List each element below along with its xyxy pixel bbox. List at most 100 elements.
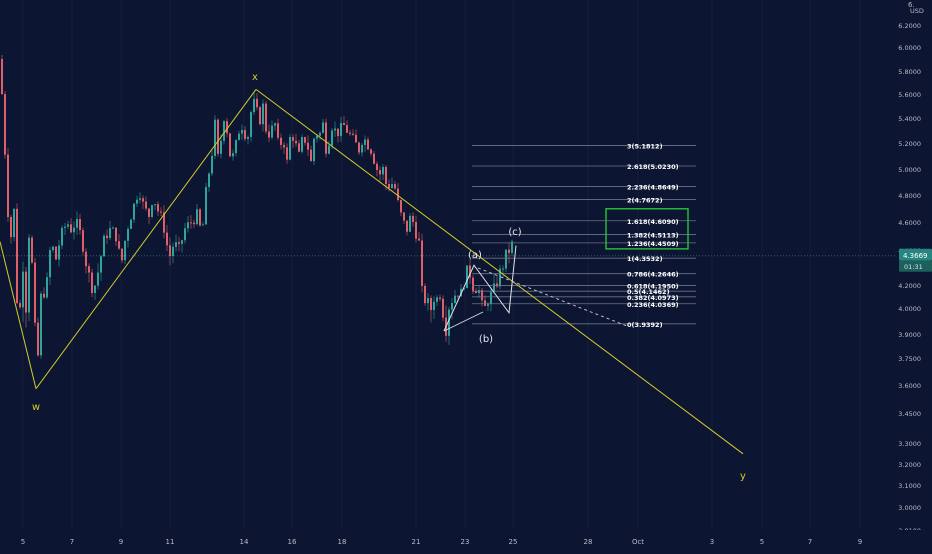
candle-body [397, 188, 399, 201]
wave-line-x-y [255, 88, 744, 455]
candle-body [271, 125, 273, 138]
x-tick-label: 16 [288, 538, 297, 546]
price-axis[interactable]: 6.USD 6.2000 6.0000 5.8000 5.6000 5.4000 5.200… [898, 1, 924, 535]
last-price-badge [899, 248, 932, 261]
candle-body [199, 209, 201, 226]
candle-body [367, 139, 369, 150]
x-tick-label: 5 [760, 538, 764, 546]
candle-body [193, 222, 195, 225]
candle-body [406, 220, 408, 232]
y-tick-label: 3.4500 [898, 410, 921, 418]
candle-body [415, 222, 417, 239]
y-tick-label: 4.2000 [898, 282, 921, 290]
candle-body [172, 246, 174, 256]
candle-body [463, 288, 465, 290]
candle-body [340, 123, 342, 137]
candle-body [142, 198, 144, 202]
wave-line-entry [0, 241, 37, 389]
candle-body [241, 130, 243, 134]
candle-body [151, 205, 153, 217]
candle-body [100, 256, 102, 273]
time-axis[interactable]: 5 7 9 11 14 16 18 21 23 25 28 Oct 3 5 7 9 [0, 530, 932, 550]
candle-body [34, 262, 36, 323]
candle-body [469, 265, 471, 278]
candle-body [88, 266, 90, 273]
candle-body [76, 219, 78, 228]
candle-body [454, 295, 456, 304]
candle-body [91, 272, 93, 293]
countdown-value: 01:31 [904, 263, 923, 271]
fib-level-label: 0.236(4.0369) [627, 301, 679, 309]
y-tick-label: 5.8000 [898, 68, 921, 76]
candle-body [409, 215, 411, 232]
candle-body [262, 103, 264, 125]
candle-body [43, 293, 45, 298]
candle-body [7, 154, 9, 217]
candle-body [370, 149, 372, 154]
candle-body [292, 137, 294, 141]
candle-body [157, 204, 159, 212]
candle-body [313, 138, 315, 162]
candle-body [181, 240, 183, 244]
candle-body [4, 94, 6, 155]
candle-body [484, 300, 486, 306]
candle-body [379, 170, 381, 175]
candle-body [448, 309, 450, 336]
candle-body [16, 208, 18, 304]
candle-body [457, 295, 459, 297]
candle-body [196, 209, 198, 225]
fib-level-label: 0.5(4.1462) [627, 288, 670, 296]
candle-body [205, 187, 207, 225]
candle-body [52, 246, 54, 251]
candle-body [253, 98, 255, 113]
candle-body [109, 228, 111, 239]
candle-body [412, 215, 414, 223]
fib-level-label: 0(3.9392) [627, 321, 663, 329]
fib-level-label: 1.236(4.4509) [627, 240, 679, 248]
candle-body [148, 208, 150, 217]
candle-body [106, 235, 108, 239]
fib-level-label: 1(4.3532) [627, 255, 663, 263]
candle-body [376, 163, 378, 171]
candle-body [13, 208, 15, 238]
candle-body [430, 298, 432, 311]
candle-body [316, 135, 318, 139]
candle-body [394, 184, 396, 189]
fib-level-label: 2(4.7672) [627, 196, 663, 204]
candle-body [127, 228, 129, 241]
fib-level-label: 0.382(4.0973) [627, 294, 679, 302]
y-tick-label: 6.2000 [898, 22, 921, 30]
candle-body [472, 277, 474, 291]
fib-level-label: 2.618(5.0230) [627, 163, 679, 171]
candle-body [223, 121, 225, 141]
price-axis-top-label: 6. [908, 1, 915, 9]
candle-body [115, 227, 117, 242]
candle-body [133, 203, 135, 220]
candle-body [361, 144, 363, 153]
x-tick-label: 25 [509, 538, 518, 546]
y-tick-label: 3.9000 [898, 331, 921, 339]
candle-body [433, 301, 435, 311]
fibonacci-levels: 3(5.1812) 2.618(5.0230) 2.236(4.8649) 2(4.7… [0, 142, 896, 329]
candle-body [304, 137, 306, 143]
candle-body [487, 304, 489, 306]
candle-body [31, 237, 33, 263]
candle-body [103, 235, 105, 257]
candle-body [187, 222, 189, 229]
candle-body [94, 285, 96, 293]
candle-body [421, 240, 423, 286]
candle-body [25, 271, 27, 313]
candle-body [286, 147, 288, 160]
candle-body [280, 137, 282, 145]
x-tick-label: 11 [166, 538, 175, 546]
candle-body [217, 119, 219, 154]
candle-body [355, 134, 357, 143]
candle-body [97, 272, 99, 286]
candle-body [418, 238, 420, 241]
candle-body [490, 291, 492, 305]
candle-body [46, 277, 48, 298]
candle-body [226, 121, 228, 134]
x-tick-label: 18 [338, 538, 347, 546]
